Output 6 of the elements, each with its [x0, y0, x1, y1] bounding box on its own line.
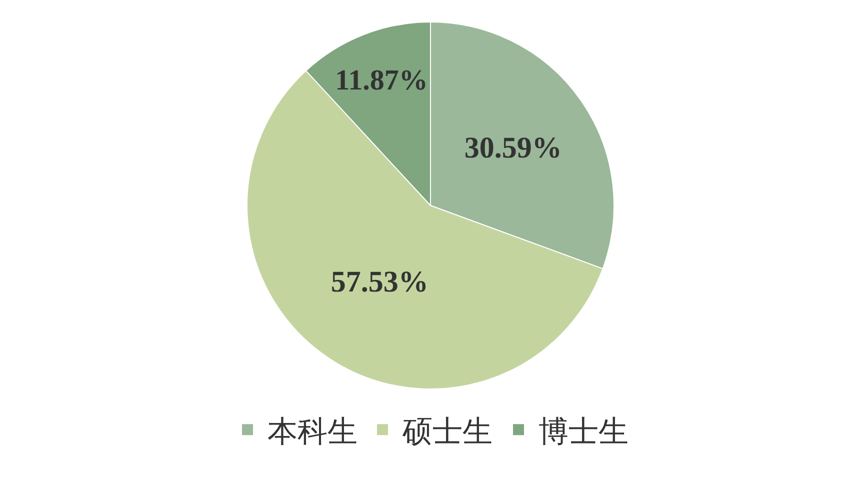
data-label: 11.87%	[335, 64, 428, 96]
legend-label: 硕士生	[402, 414, 492, 450]
legend-label: 博士生	[538, 414, 628, 450]
data-label: 57.53%	[330, 265, 428, 298]
data-label: 30.59%	[464, 131, 562, 164]
legend-label: 本科生	[268, 414, 358, 450]
